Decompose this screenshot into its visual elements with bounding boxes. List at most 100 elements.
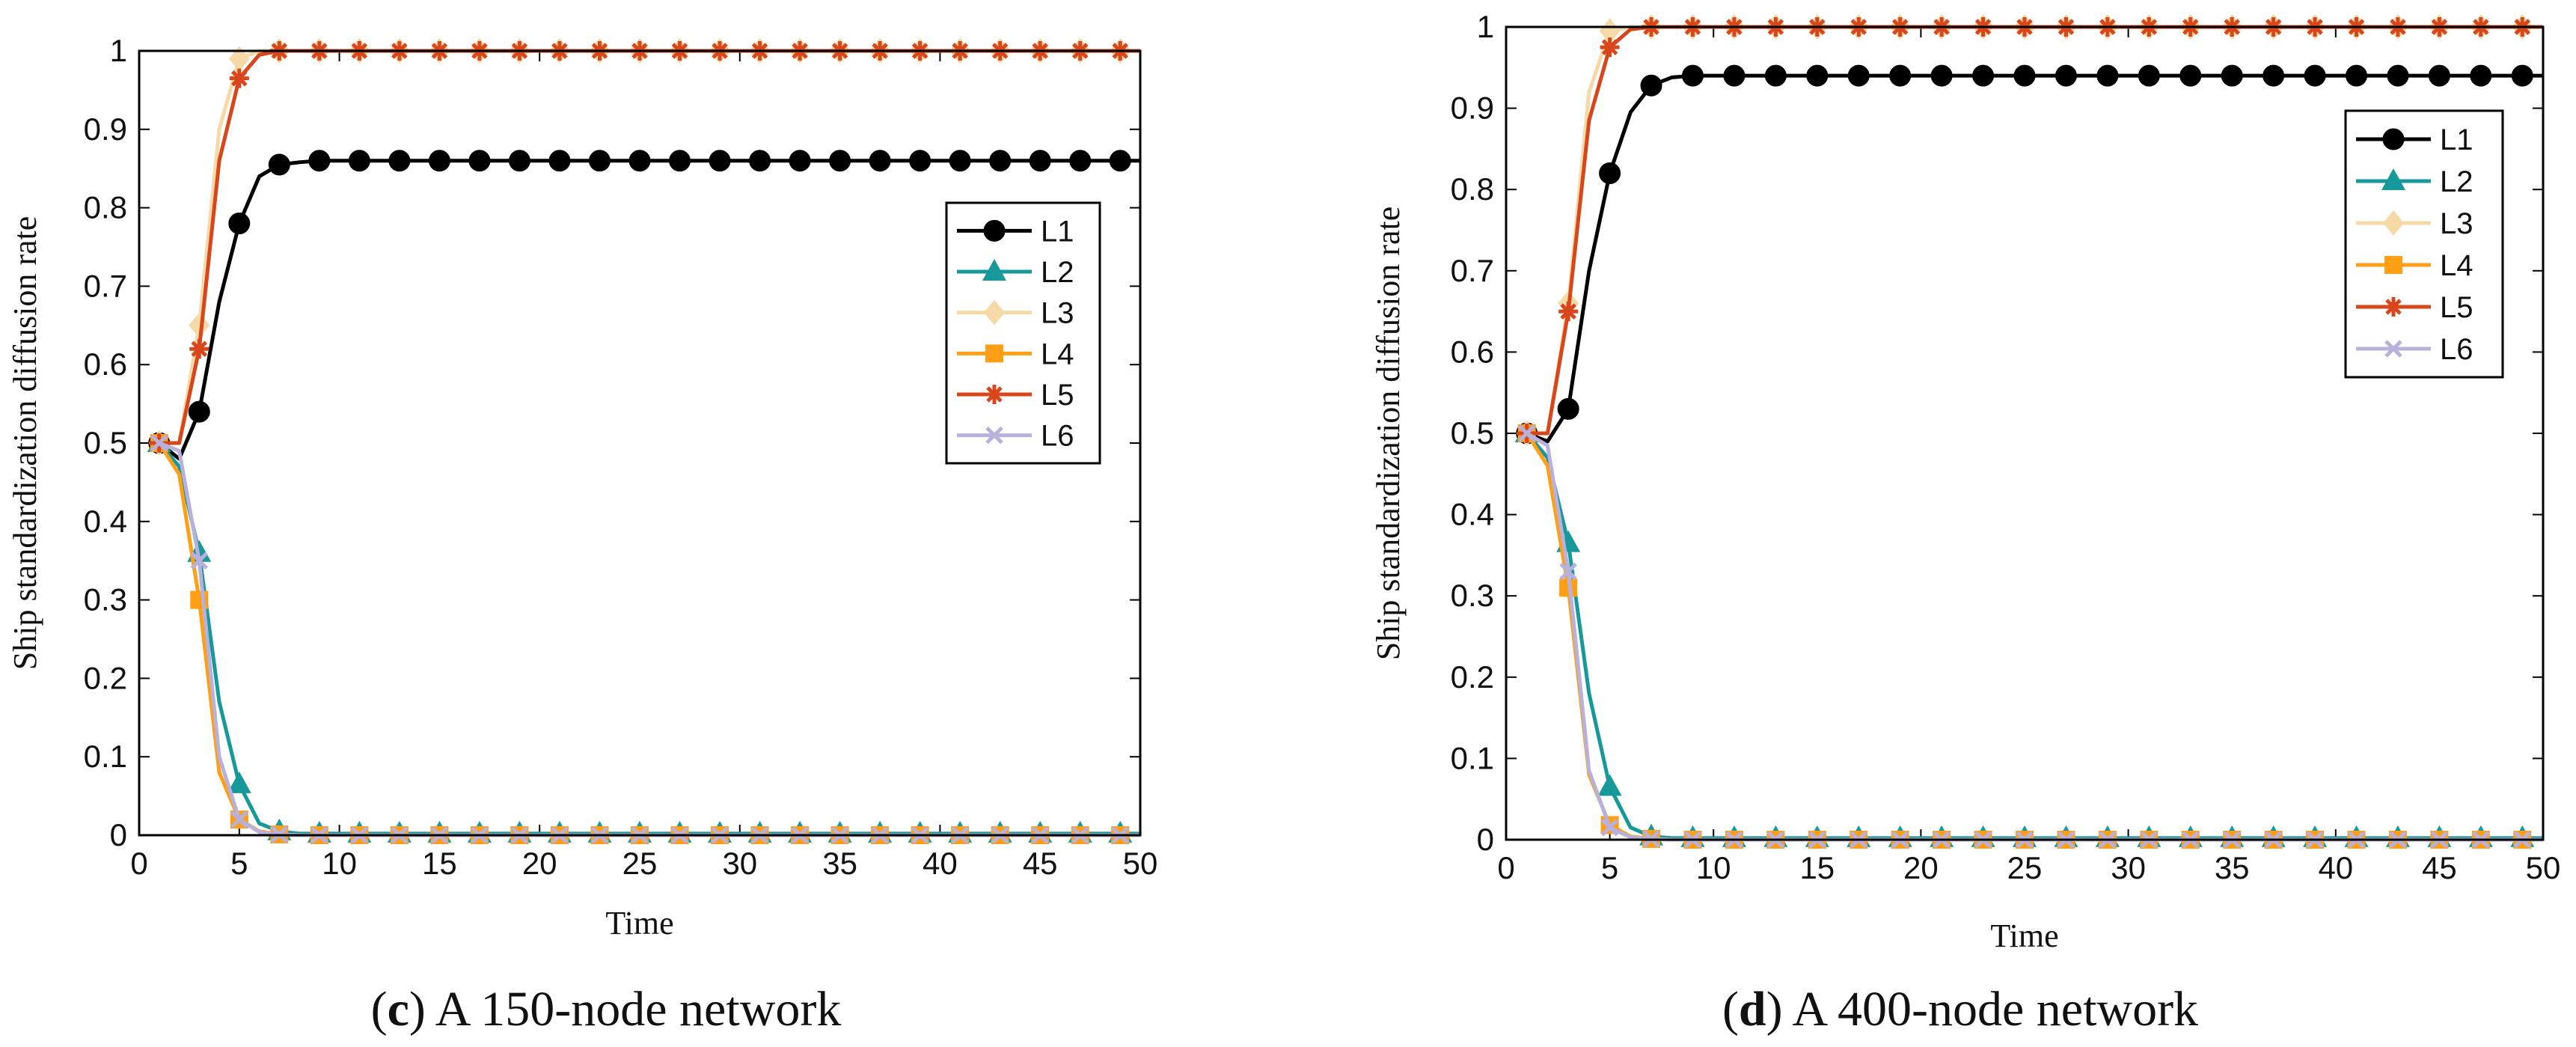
data-point-L1 xyxy=(869,150,891,172)
y-tick-label: 0.1 xyxy=(1451,740,1494,775)
data-point-L1 xyxy=(669,150,691,172)
y-tick-label: 0.9 xyxy=(1451,91,1494,126)
data-point-L1 xyxy=(2096,64,2119,87)
legend-marker-L2 xyxy=(2381,168,2405,190)
y-tick-label: 0.2 xyxy=(1451,659,1494,695)
data-point-L1 xyxy=(348,150,370,172)
data-point-L5 xyxy=(1600,37,1620,58)
data-point-L1 xyxy=(308,150,331,172)
data-point-L1 xyxy=(2387,64,2409,87)
x-tick-label: 25 xyxy=(2007,850,2043,885)
x-tick-label: 45 xyxy=(2422,850,2457,885)
legend-label-L3: L3 xyxy=(2440,207,2473,240)
legend-marker-L3 xyxy=(984,299,1005,326)
y-tick-label: 1 xyxy=(110,33,127,68)
y-axis-title: Ship standardization diffusion rate xyxy=(1370,207,1407,661)
x-tick-label: 20 xyxy=(1903,850,1939,885)
y-tick-label: 0.4 xyxy=(1451,497,1494,532)
legend-label-L3: L3 xyxy=(1041,297,1074,330)
y-tick-label: 0.8 xyxy=(1451,171,1494,207)
data-point-L1 xyxy=(2428,64,2450,87)
data-point-L1 xyxy=(1847,64,1870,87)
legend-label-L6: L6 xyxy=(1041,420,1074,453)
data-point-L1 xyxy=(1599,162,1621,184)
data-point-L1 xyxy=(789,150,811,172)
data-point-L5 xyxy=(229,68,249,88)
x-tick-label: 35 xyxy=(2215,850,2250,885)
legend-marker-L6 xyxy=(985,426,1003,445)
data-point-L1 xyxy=(228,213,251,235)
data-point-L1 xyxy=(1557,397,1579,420)
series-L1 xyxy=(1516,64,2543,445)
legend-marker-L5 xyxy=(2384,297,2403,317)
data-point-L1 xyxy=(1029,150,1051,172)
y-tick-label: 0 xyxy=(110,817,127,852)
series-L1 xyxy=(148,150,1140,461)
data-point-L5 xyxy=(1558,302,1579,322)
data-point-L6 xyxy=(1600,818,1619,837)
legend: L1 L2 L3 L4 L5 L6 xyxy=(945,201,1101,465)
data-point-L1 xyxy=(188,400,210,423)
data-point-L1 xyxy=(428,150,450,172)
data-point-L1 xyxy=(2470,64,2492,87)
legend-label-L5: L5 xyxy=(2440,291,2473,324)
data-point-L1 xyxy=(989,150,1012,172)
legend-label-L4: L4 xyxy=(2440,249,2473,282)
axes-frame xyxy=(138,49,1142,837)
x-tick-label: 15 xyxy=(422,846,457,881)
x-tick-label: 0 xyxy=(130,846,147,881)
y-tick-label: 0.6 xyxy=(84,347,127,382)
legend-marker-L2 xyxy=(982,259,1006,281)
chart-panel-c: 0 5 10 15 20 25 30 35 40 45 50 0 0.1 0.2 0.3 0.4 0.5 0.6 0… xyxy=(7,33,1157,1037)
y-tick-label: 0.2 xyxy=(84,660,127,695)
data-point-L1 xyxy=(829,150,851,172)
axes-frame xyxy=(1505,25,2545,841)
legend-label-L2: L2 xyxy=(2440,165,2473,198)
legend: L1 L2 L3 L4 L5 L6 xyxy=(2344,109,2504,379)
data-point-L5 xyxy=(189,339,209,359)
x-tick-label: 50 xyxy=(2526,850,2561,885)
data-point-L1 xyxy=(2138,64,2160,87)
legend-label-L2: L2 xyxy=(1041,256,1074,289)
data-point-L1 xyxy=(949,150,971,172)
y-tick-label: 0.7 xyxy=(1451,253,1494,288)
x-tick-label: 10 xyxy=(322,846,357,881)
caption-paren-open: ( xyxy=(371,982,388,1037)
data-point-L3 xyxy=(228,46,250,72)
data-point-L1 xyxy=(1640,74,1662,97)
x-tick-label: 15 xyxy=(1799,850,1835,885)
caption-paren-close: ) xyxy=(1766,982,1793,1037)
data-point-L1 xyxy=(2511,64,2533,87)
x-tick-label: 5 xyxy=(1601,850,1618,885)
data-point-L1 xyxy=(468,150,491,172)
y-tick-label: 0.3 xyxy=(84,582,127,617)
data-point-L1 xyxy=(1764,64,1787,87)
data-point-L1 xyxy=(588,150,611,172)
data-point-L6 xyxy=(190,552,209,570)
chart-panel-d: 0 5 10 15 20 25 30 35 40 45 50 0 0.1 0.2 0.3 0.4 0.5 0.6 0… xyxy=(1370,9,2560,1037)
caption-letter: d xyxy=(1739,982,1766,1037)
data-point-L1 xyxy=(2346,64,2368,87)
legend-label-L1: L1 xyxy=(2440,123,2473,156)
x-tick-label: 50 xyxy=(1123,846,1158,881)
legend-label-L6: L6 xyxy=(2440,333,2473,366)
data-point-L1 xyxy=(1109,150,1131,172)
data-point-L1 xyxy=(388,150,411,172)
legend-marker-L5 xyxy=(985,385,1004,404)
data-point-L1 xyxy=(1806,64,1829,87)
y-tick-label: 0.3 xyxy=(1451,578,1494,613)
y-tick-label: 0.4 xyxy=(84,504,127,539)
x-tick-label: 30 xyxy=(2111,850,2146,885)
data-point-L1 xyxy=(2013,64,2036,87)
data-point-L2 xyxy=(227,771,251,793)
data-point-L1 xyxy=(709,150,731,172)
data-point-L1 xyxy=(1930,64,1953,87)
figure-caption: (d) A 400-node network xyxy=(1722,982,2198,1037)
x-tick-label: 40 xyxy=(2318,850,2353,885)
data-point-L6 xyxy=(1517,424,1536,442)
data-point-L1 xyxy=(1069,150,1092,172)
data-point-L6 xyxy=(150,434,168,452)
caption-paren-close: ) xyxy=(409,982,435,1037)
y-tick-label: 0 xyxy=(1477,822,1494,857)
